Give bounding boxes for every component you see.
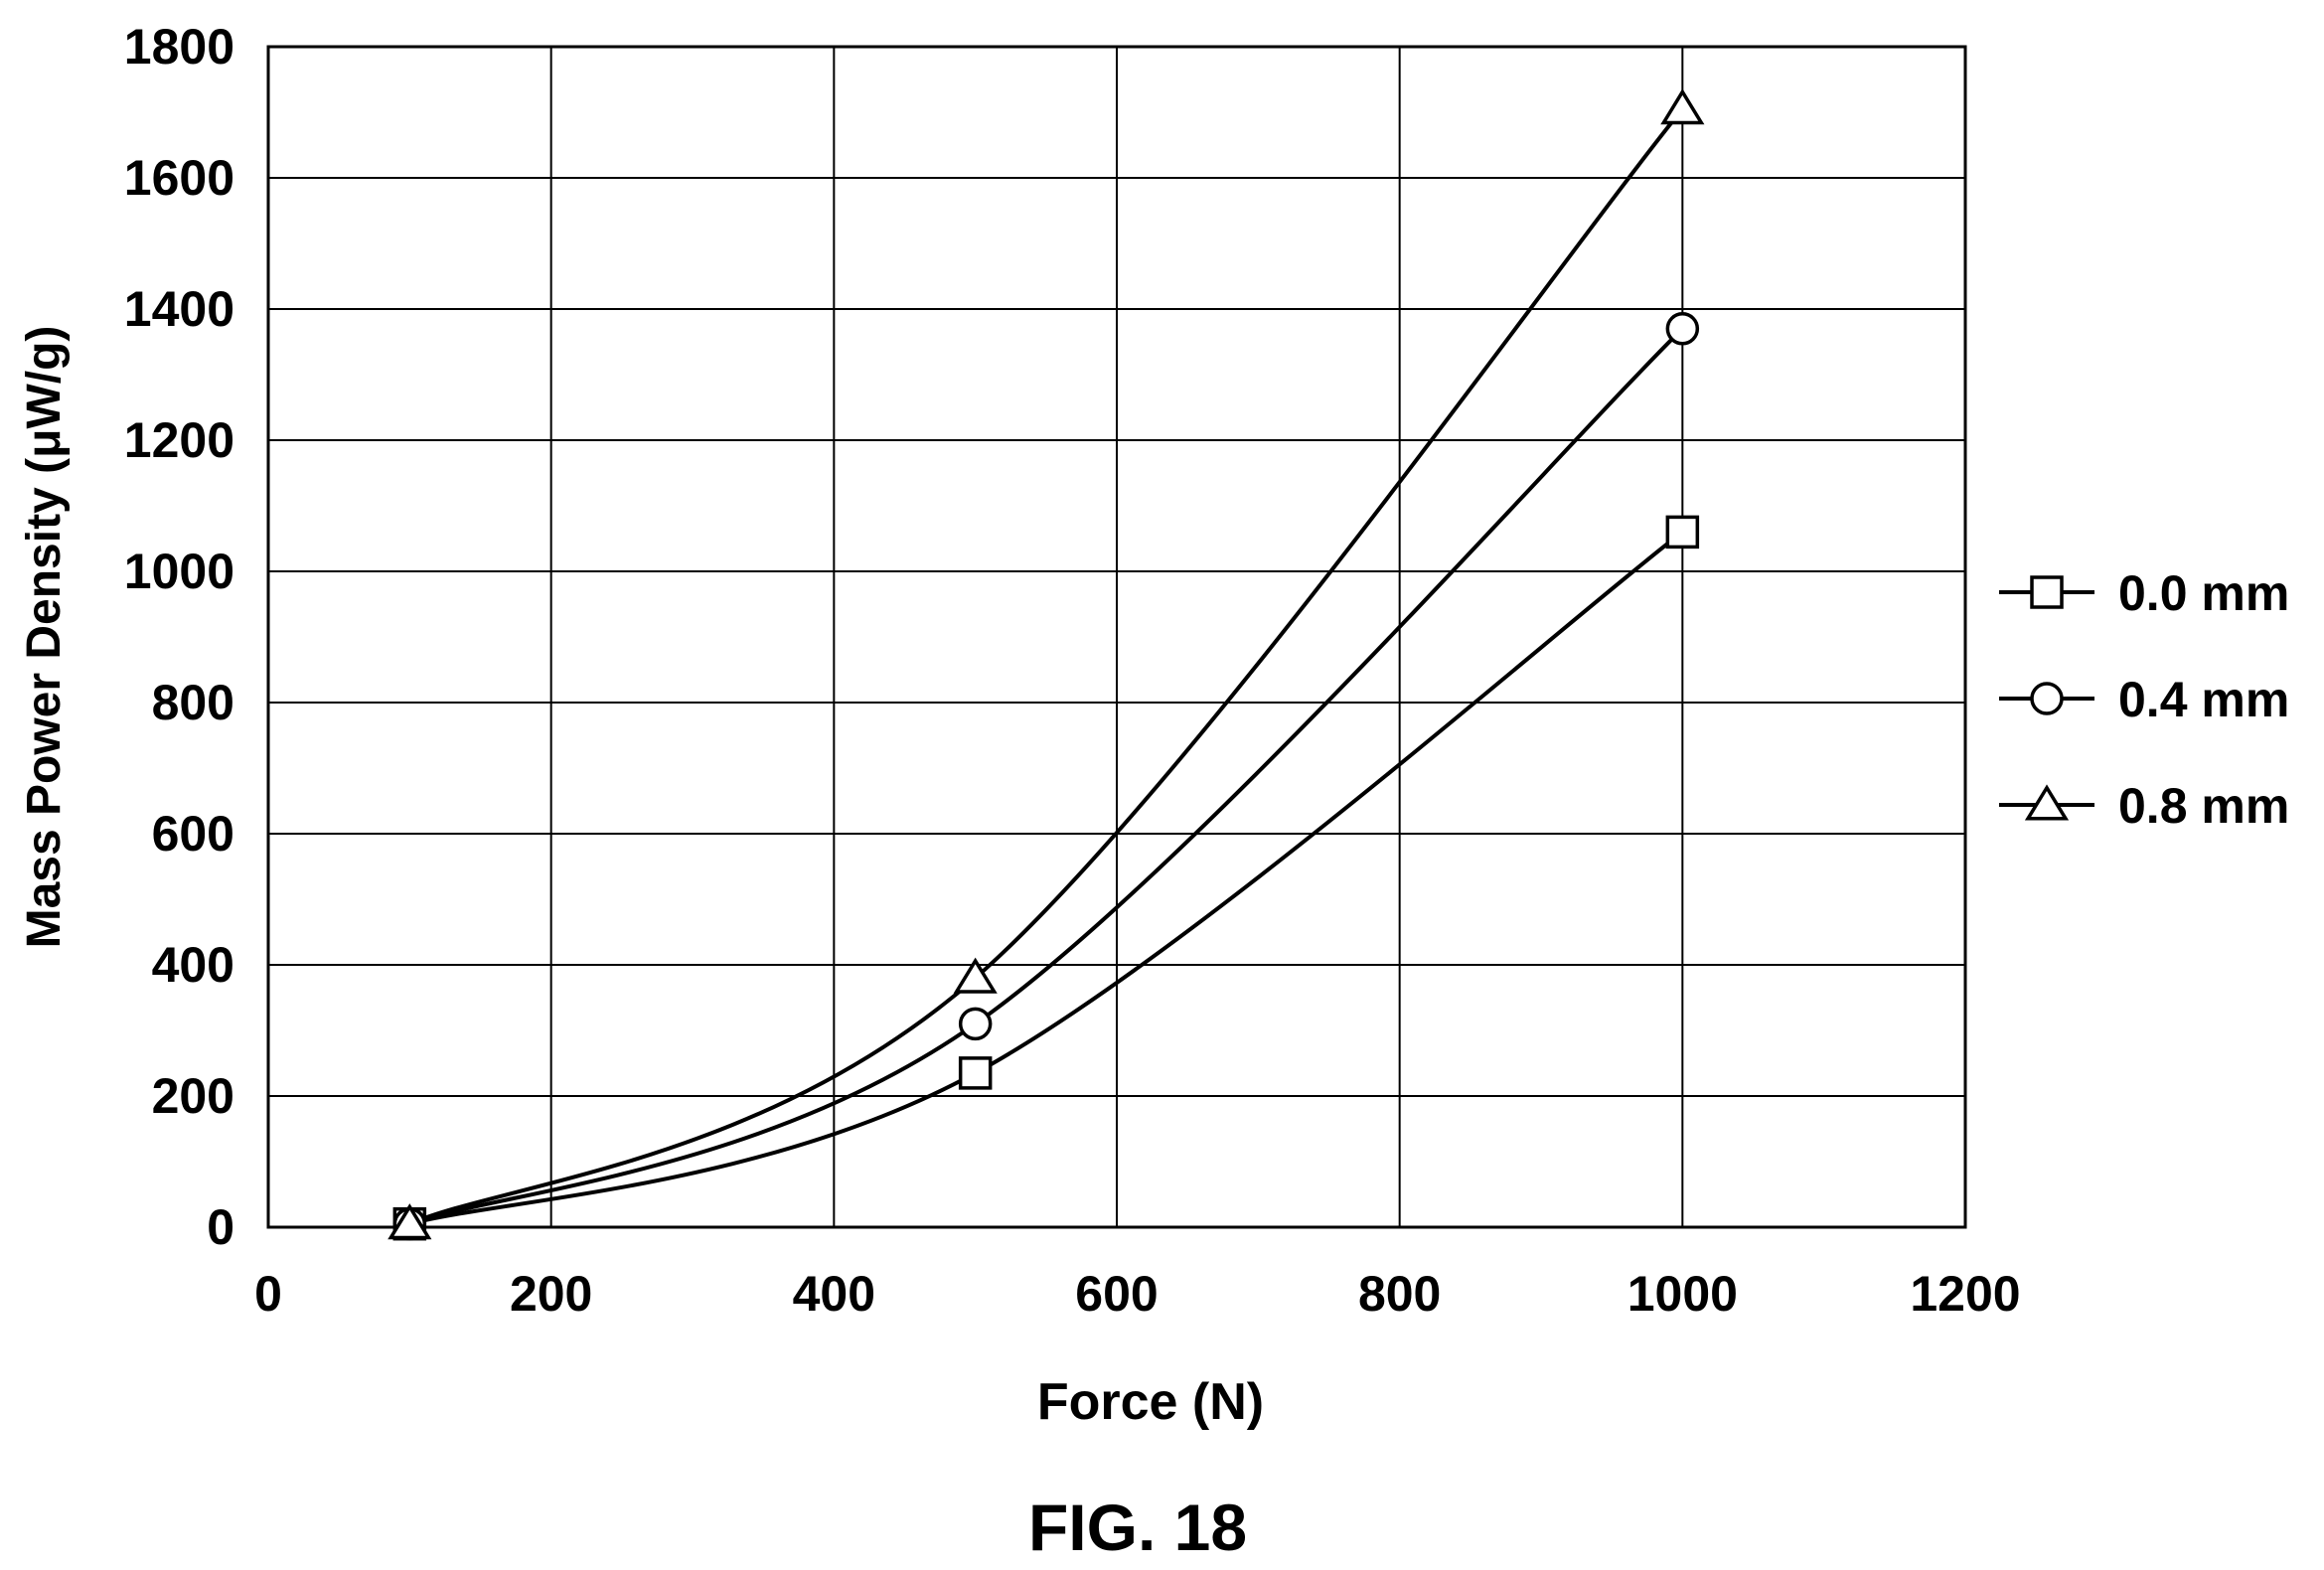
x-axis-label: Force (N) — [1037, 1373, 1264, 1431]
series-line-square — [408, 530, 1684, 1226]
y-axis-label: Mass Power Density (μW/g) — [18, 326, 71, 949]
y-tick-label: 1600 — [124, 150, 234, 206]
figure-caption: FIG. 18 — [1028, 1491, 1247, 1564]
x-tick-label: 800 — [1358, 1266, 1441, 1322]
series-line-triangle — [408, 107, 1684, 1226]
legend-marker-square — [2030, 575, 2064, 609]
x-tick-label: 1200 — [1910, 1266, 2020, 1322]
legend-label: 0.8 mm — [2118, 778, 2289, 834]
x-tick-label: 400 — [793, 1266, 875, 1322]
y-tick-label: 200 — [152, 1068, 234, 1124]
x-tick-label: 200 — [510, 1266, 592, 1322]
y-tick-label: 600 — [152, 806, 234, 862]
legend-marker-triangle — [2024, 784, 2070, 821]
legend-label: 0.0 mm — [2118, 565, 2289, 621]
x-tick-label: 600 — [1075, 1266, 1158, 1322]
legend-marker-circle — [2030, 682, 2064, 715]
data-point-square — [1665, 515, 1700, 550]
series-lines — [408, 107, 1684, 1226]
y-axis-tick-labels: 0 200 400 600 800 1000 1200 1400 1600 1800 — [124, 19, 234, 1255]
y-tick-label: 1800 — [124, 19, 234, 75]
y-tick-label: 800 — [152, 675, 234, 730]
data-point-square — [958, 1056, 993, 1090]
legend-label: 0.4 mm — [2118, 672, 2289, 727]
chart-grid — [267, 46, 1966, 1228]
plot-area-frame — [266, 45, 1967, 1229]
y-tick-label: 0 — [207, 1199, 234, 1255]
data-point-triangle — [1660, 88, 1705, 125]
y-tick-label: 1200 — [124, 412, 234, 468]
y-tick-label: 1400 — [124, 281, 234, 337]
data-point-triangle — [953, 957, 998, 994]
series-markers — [387, 88, 1705, 1241]
x-axis-tick-labels: 0 200 400 600 800 1000 1200 — [254, 1266, 2021, 1322]
series-line-circle — [408, 327, 1684, 1226]
x-tick-label: 1000 — [1627, 1266, 1738, 1322]
x-tick-label: 0 — [254, 1266, 282, 1322]
legend: 0.0 mm 0.4 mm 0.8 mm — [1999, 565, 2289, 834]
data-point-circle — [958, 1007, 993, 1041]
y-tick-label: 1000 — [124, 544, 234, 599]
y-tick-label: 400 — [152, 937, 234, 993]
data-point-circle — [1665, 312, 1700, 346]
data-point-triangle — [387, 1203, 432, 1240]
